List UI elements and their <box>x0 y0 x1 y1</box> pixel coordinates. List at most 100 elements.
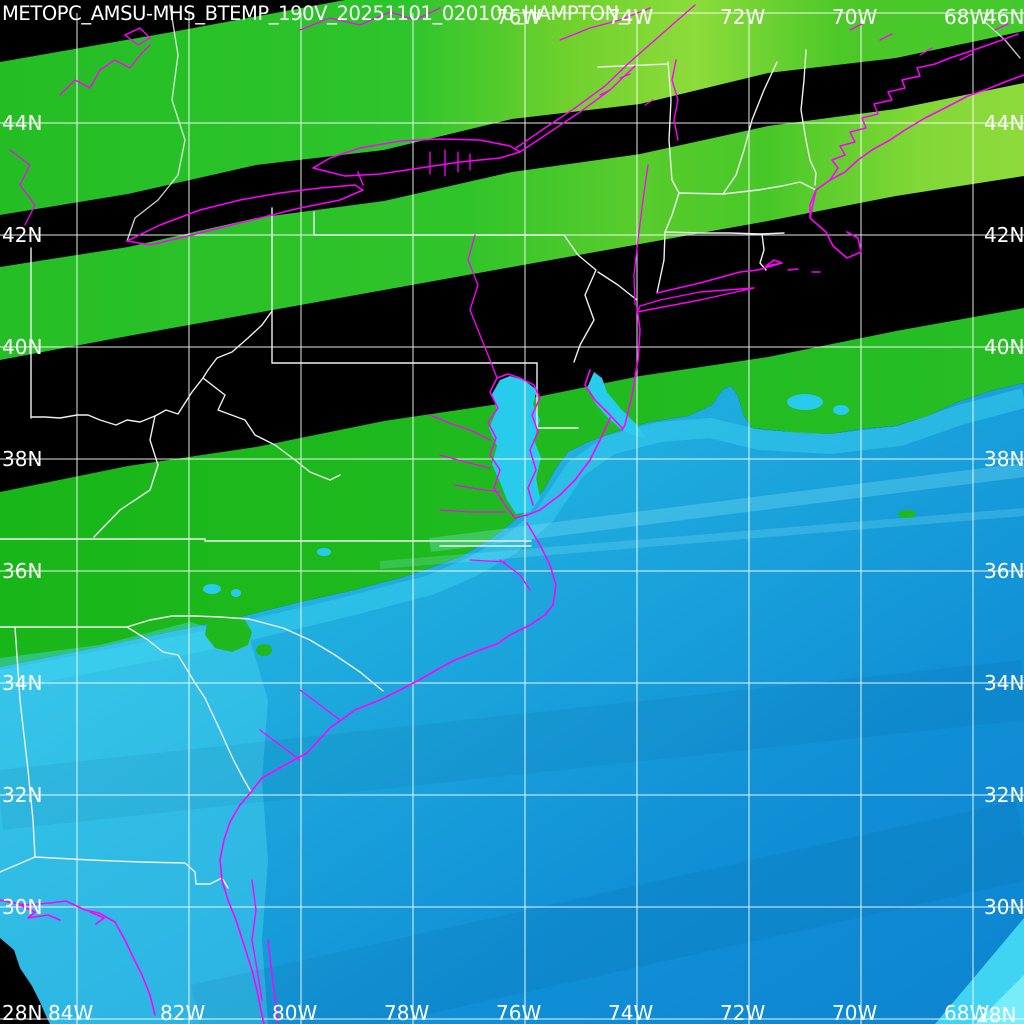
delaware-bay-outline <box>584 369 623 429</box>
lat-label-left: 36N <box>2 559 42 583</box>
cyan-lake-patch <box>231 589 241 597</box>
border-al-ga <box>14 626 36 858</box>
long-island-outline <box>636 287 755 313</box>
lon-label-top: 74W <box>608 5 653 29</box>
cyan-lake-patch <box>833 405 849 415</box>
huron-shore-squiggles <box>9 149 36 226</box>
lon-label-bottom: 72W <box>720 1001 765 1024</box>
susquehanna-river <box>467 234 498 379</box>
green-patch <box>256 644 272 656</box>
warm-corner-patch <box>975 975 1024 1024</box>
border-canada-45n <box>597 63 669 68</box>
lat-label-left: 42N <box>2 223 42 247</box>
lat-label-right: 36N <box>984 559 1024 583</box>
atlantic-coastline <box>219 74 1024 1024</box>
lat-label-right: 44N <box>984 111 1024 135</box>
lat-label-left: 38N <box>2 447 42 471</box>
lon-label-top: 76W <box>496 5 541 29</box>
rappahannock-river <box>439 454 491 469</box>
lat-label-left: 28N <box>2 1001 42 1024</box>
lon-label-top: 70W <box>832 5 877 29</box>
lake-erie-outline <box>126 171 364 246</box>
swath-band-middle <box>0 83 1024 360</box>
lon-label-bottom: 84W <box>48 1001 93 1024</box>
border-ma-north <box>678 181 817 195</box>
cyan-lake-patch <box>203 584 221 594</box>
lat-label-right: 32N <box>984 783 1024 807</box>
lat-label-left: 34N <box>2 671 42 695</box>
border-ct-ri <box>759 233 767 271</box>
lon-label-bottom: 70W <box>832 1001 877 1024</box>
lon-label-bottom: 76W <box>496 1001 541 1024</box>
ocean-region <box>0 372 1024 1024</box>
ocean-dark-band <box>191 800 1024 1024</box>
border-ga-fl <box>0 856 229 889</box>
maine-coast-inlets <box>829 33 1019 181</box>
lon-label-bottom: 82W <box>160 1001 205 1024</box>
lon-label-bottom: 74W <box>608 1001 653 1024</box>
border-savannah-river <box>126 626 252 793</box>
state-borders <box>0 4 1021 889</box>
ocean-streak <box>379 508 1024 569</box>
lat-label-right: 34N <box>984 671 1024 695</box>
lat-label-right: 40N <box>984 335 1024 359</box>
carolina-rivers <box>259 689 341 761</box>
lat-label-left: 32N <box>2 783 42 807</box>
hudson-river <box>633 164 649 306</box>
ottawa-river <box>559 7 651 41</box>
swath-band-north <box>0 0 1024 215</box>
border-nj-ny <box>597 271 638 301</box>
st-johns-river <box>251 879 279 1024</box>
border-nh-me <box>800 49 817 186</box>
lake-ontario-outline <box>312 138 521 177</box>
lat-label-left: 40N <box>2 335 42 359</box>
james-river <box>439 509 506 513</box>
no-data-wedge <box>0 938 50 1024</box>
ocean-surface <box>0 383 1024 1024</box>
lat-label-right: 30N <box>984 895 1024 919</box>
border-delaware-river <box>563 234 597 363</box>
lon-label-bottom: 78W <box>384 1001 429 1024</box>
border-canada-detroit <box>126 4 186 242</box>
map-title: METOPC_AMSU-MHS_BTEMP_190V_20251101_0201… <box>2 2 629 25</box>
border-ohio-river <box>31 310 273 426</box>
gulf-coastline <box>0 899 156 1016</box>
border-nc-sc <box>126 615 384 692</box>
albemarle-sound <box>469 559 531 591</box>
border-vt-nh <box>722 61 778 195</box>
adirondack-lakes <box>599 73 654 106</box>
lat-label-right: 28N <box>976 1003 1016 1024</box>
chesapeake-bay-outline <box>487 373 541 519</box>
border-ny-pa <box>313 211 565 236</box>
ocean-streak <box>429 463 1024 552</box>
st-lawrence-river <box>515 4 696 153</box>
lat-label-right: 46N <box>984 5 1024 29</box>
border-ky-va <box>93 415 159 538</box>
potomac-river <box>429 414 491 441</box>
border-36-30-parallel <box>0 538 532 542</box>
border-wv-va <box>202 377 341 481</box>
border-ma-south <box>664 231 785 235</box>
finger-lakes <box>429 149 471 177</box>
lat-label-left: 44N <box>2 111 42 135</box>
delaware-bay-water <box>587 372 646 438</box>
lon-label-top: 68W <box>944 5 989 29</box>
border-canada-me <box>984 21 1021 59</box>
warm-coastal-band <box>0 388 1024 690</box>
york-river <box>454 484 501 493</box>
island-specks <box>787 268 821 273</box>
lake-champlain <box>671 59 679 141</box>
north-rivers-squiggles <box>299 7 441 31</box>
green-patch <box>898 510 916 518</box>
coastlines <box>0 4 1024 1024</box>
green-patch <box>205 615 252 652</box>
coastal-plain-light-overlay <box>0 622 268 1024</box>
lon-label-top: 72W <box>720 5 765 29</box>
lat-label-right: 38N <box>984 447 1024 471</box>
lat-label-right: 42N <box>984 223 1024 247</box>
cyan-lake-patch <box>317 548 331 556</box>
chesapeake-bay-water <box>489 376 541 514</box>
